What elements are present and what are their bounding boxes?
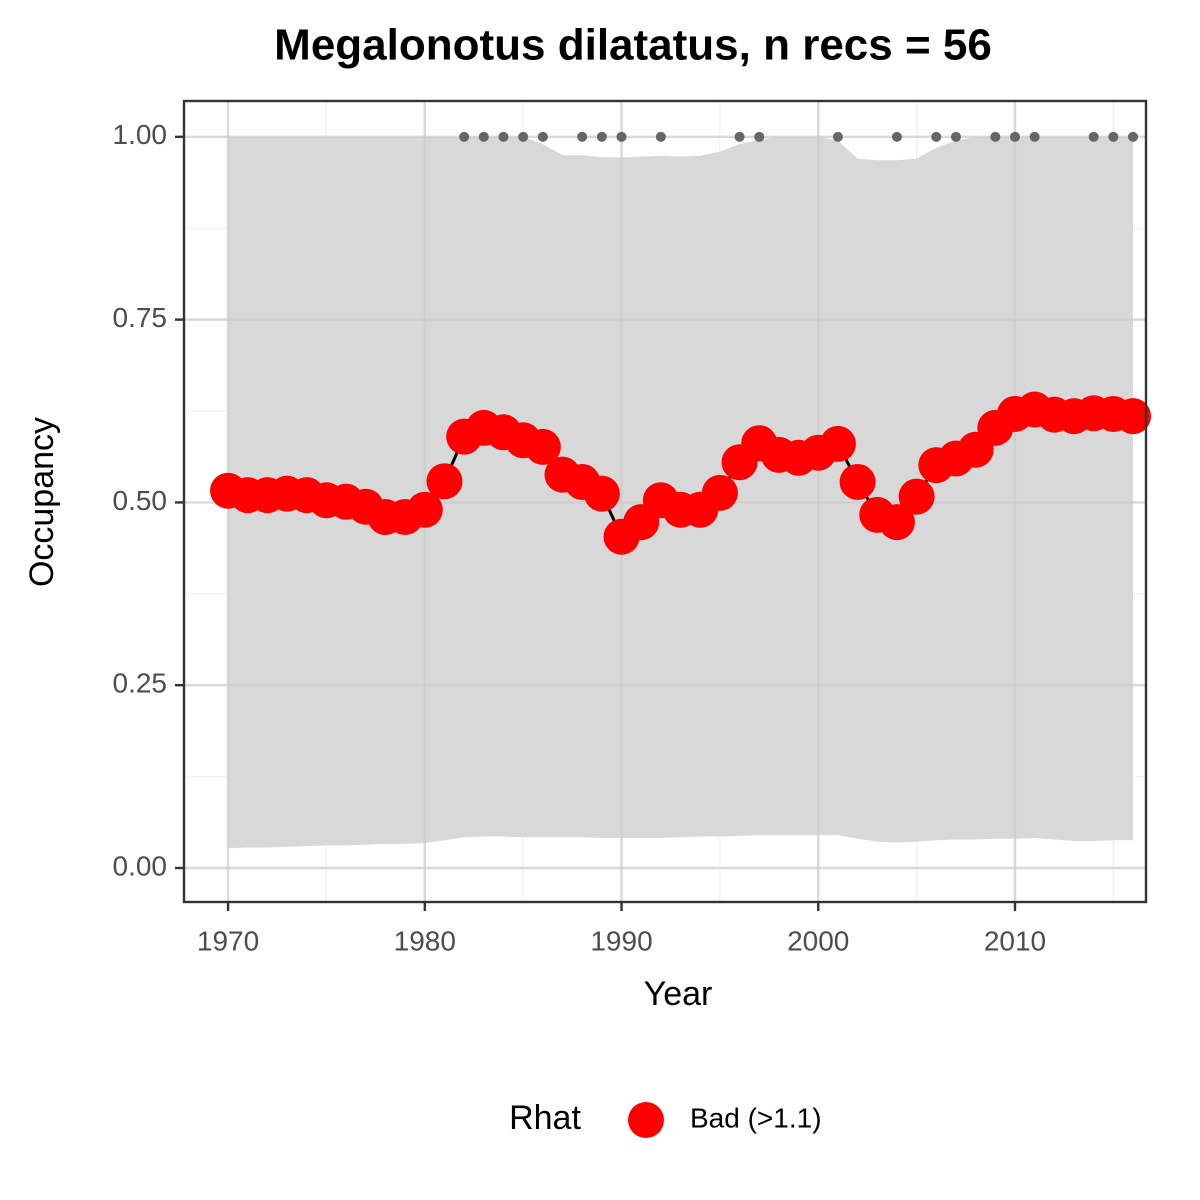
record-point [931, 131, 942, 142]
record-point [950, 131, 961, 142]
record-point [459, 131, 470, 142]
record-point [537, 131, 548, 142]
y-tick-label: 0.25 [113, 668, 168, 699]
record-point [891, 131, 902, 142]
x-tick-label: 1990 [590, 925, 652, 956]
record-point [1029, 131, 1040, 142]
x-tick-label: 1970 [197, 925, 259, 956]
data-point [1115, 398, 1152, 435]
record-point [577, 131, 588, 142]
x-axis-title: Year [644, 975, 713, 1013]
y-tick-label: 0.00 [113, 850, 168, 881]
record-point [1009, 131, 1020, 142]
record-point [754, 131, 765, 142]
data-point [406, 491, 443, 528]
record-point [498, 131, 509, 142]
data-point [583, 475, 620, 512]
record-point [596, 131, 607, 142]
record-point [616, 131, 627, 142]
data-point [898, 478, 935, 515]
record-point [655, 131, 666, 142]
legend-symbol [628, 1102, 664, 1138]
y-tick-label: 0.50 [113, 485, 168, 516]
legend-label: Bad (>1.1) [690, 1102, 822, 1133]
record-point [478, 131, 489, 142]
record-point [990, 131, 1001, 142]
legend-title: Rhat [509, 1099, 581, 1137]
x-tick-label: 2000 [787, 925, 849, 956]
chart-title: Megalonotus dilatatus, n recs = 56 [274, 21, 992, 70]
data-point [878, 504, 915, 541]
y-tick-label: 0.75 [113, 302, 168, 333]
data-point [839, 463, 876, 500]
x-tick-label: 2010 [984, 925, 1046, 956]
data-point [426, 463, 463, 500]
record-point [1088, 131, 1099, 142]
record-point [518, 131, 529, 142]
x-tick-label: 1980 [394, 925, 456, 956]
y-axis-title: Occupancy [23, 417, 61, 587]
record-point [734, 131, 745, 142]
data-point [524, 428, 561, 465]
record-point [1128, 131, 1139, 142]
record-point [832, 131, 843, 142]
record-point [1108, 131, 1119, 142]
data-point [701, 474, 738, 511]
data-point [819, 425, 856, 462]
y-tick-label: 1.00 [113, 119, 168, 150]
